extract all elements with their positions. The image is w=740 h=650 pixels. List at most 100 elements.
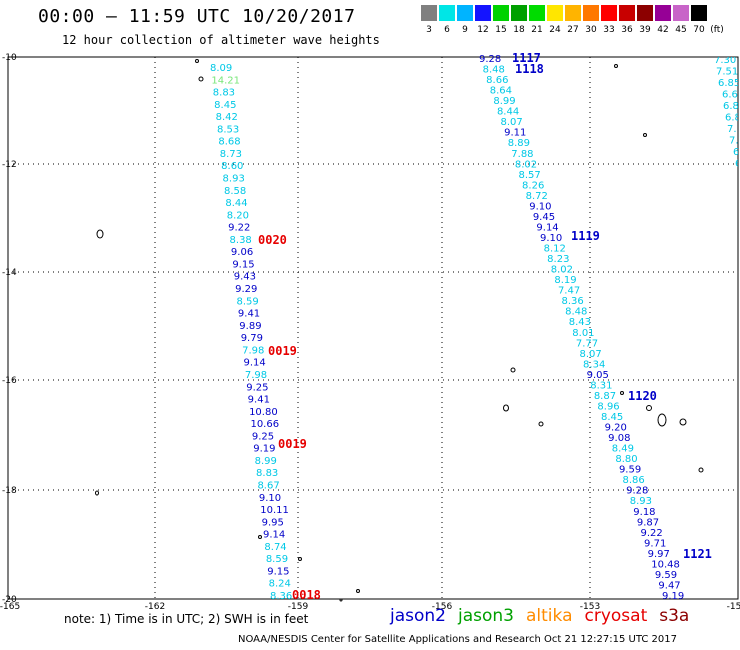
east-track-value: 8.12 xyxy=(544,244,566,255)
west-track-value: 8.44 xyxy=(225,198,247,209)
island-outline xyxy=(96,229,104,239)
pass-time-label: 1117 xyxy=(512,51,541,65)
satellite-name: s3a xyxy=(659,606,690,626)
pass-time-label: 0018 xyxy=(292,588,321,602)
east-track-value: 8.66 xyxy=(486,75,508,86)
west-track-value: 8.99 xyxy=(255,456,277,467)
legend-swatch xyxy=(529,5,545,21)
west-track-value: 8.45 xyxy=(214,100,236,111)
pass-time-label: 1119 xyxy=(571,229,600,243)
west-track-value: 10.80 xyxy=(249,407,278,418)
pass-time-label: 1118 xyxy=(515,62,544,76)
west-track-value: 8.20 xyxy=(227,210,249,221)
legend-label: 3 xyxy=(426,25,432,35)
credit-line: NOAA/NESDIS Center for Satellite Applica… xyxy=(238,634,677,645)
east-track-value: 8.87 xyxy=(594,391,616,402)
legend-swatch xyxy=(691,5,707,21)
east-track-value: 8.80 xyxy=(615,454,637,465)
edge-track-value: 7. xyxy=(729,136,739,147)
east-track-value: 8.93 xyxy=(630,496,652,507)
lon-tick-label: -162 xyxy=(145,602,165,612)
west-track-value: 8.68 xyxy=(218,137,240,148)
east-track-value: 9.47 xyxy=(658,580,680,591)
west-track-value: 8.74 xyxy=(264,542,286,553)
island-outline xyxy=(198,76,204,82)
lat-tick-label: -14 xyxy=(2,268,17,278)
east-track-value: 9.20 xyxy=(605,423,627,434)
island-outline xyxy=(657,413,667,427)
legend-swatch xyxy=(511,5,527,21)
west-track-value: 9.41 xyxy=(238,309,260,320)
west-track-value: 8.58 xyxy=(224,186,246,197)
lat-tick-label: -10 xyxy=(2,53,17,63)
satellite-name: jason3 xyxy=(458,606,514,626)
west-track-value: 8.38 xyxy=(230,235,252,246)
legend-swatch xyxy=(421,5,437,21)
legend-swatch xyxy=(673,5,689,21)
east-track-value: 8.72 xyxy=(526,191,548,202)
map-title: 00:00 – 11:59 UTC 10/20/2017 xyxy=(38,6,356,27)
pass-time-label: 1121 xyxy=(683,547,712,561)
west-track-value: 8.24 xyxy=(269,579,291,590)
east-track-value: 9.05 xyxy=(587,370,609,381)
east-track-value: 7.88 xyxy=(511,149,533,160)
lat-tick-label: -18 xyxy=(2,486,17,496)
east-track-value: 9.28 xyxy=(626,486,648,497)
west-track-value: 9.22 xyxy=(228,223,250,234)
legend-label: 6 xyxy=(444,25,450,35)
east-track-value: 8.43 xyxy=(569,317,591,328)
east-track-value: 9.28 xyxy=(479,54,501,65)
legend-label: 39 xyxy=(639,25,651,35)
west-track-value: 8.42 xyxy=(216,112,238,123)
east-track-value: 8.96 xyxy=(597,401,619,412)
legend-swatch xyxy=(619,5,635,21)
island-outline xyxy=(679,418,687,426)
map-subtitle: 12 hour collection of altimeter wave hei… xyxy=(62,33,380,47)
west-track-value: 9.19 xyxy=(253,444,275,455)
island-outline xyxy=(614,64,618,68)
island-outline xyxy=(698,467,704,473)
edge-track-value: 6.85 xyxy=(718,78,740,89)
lon-tick-label: -165 xyxy=(0,602,20,612)
east-track-value: 9.08 xyxy=(608,433,630,444)
lon-tick-label: -153 xyxy=(580,602,600,612)
west-track-value: 9.89 xyxy=(239,321,261,332)
east-track-value: 9.18 xyxy=(633,507,655,518)
east-track-value: 8.23 xyxy=(547,254,569,265)
west-track-value: 9.10 xyxy=(259,493,281,504)
legend-unit: (ft) xyxy=(710,25,724,35)
west-track-value: 10.66 xyxy=(250,419,279,430)
east-track-value: 9.97 xyxy=(648,549,670,560)
island-outline xyxy=(620,391,624,395)
legend-swatch xyxy=(655,5,671,21)
east-track-value: 8.07 xyxy=(579,349,601,360)
lon-tick-label: -159 xyxy=(288,602,309,612)
legend-label: 24 xyxy=(549,25,561,35)
east-track-value: 9.14 xyxy=(536,222,558,233)
legend-label: 15 xyxy=(495,25,507,35)
west-track-value: 9.43 xyxy=(234,272,256,283)
pass-time-label: 0019 xyxy=(278,437,307,451)
west-track-value: 8.36 xyxy=(270,591,292,602)
legend-swatch xyxy=(493,5,509,21)
west-track-value: 8.59 xyxy=(237,296,259,307)
west-track-value: 8.09 xyxy=(210,63,232,74)
east-track-value: 9.59 xyxy=(619,465,641,476)
east-track-value: 8.36 xyxy=(562,296,584,307)
legend-swatch xyxy=(457,5,473,21)
lat-tick-label: -16 xyxy=(2,376,17,386)
west-track-value: 9.15 xyxy=(267,566,289,577)
edge-track-value: 6.8 xyxy=(725,113,740,124)
west-track-value: 14.21 xyxy=(211,75,240,86)
legend-label: 70 xyxy=(693,25,705,35)
legend-swatch xyxy=(637,5,653,21)
east-track-value: 8.89 xyxy=(508,138,530,149)
west-track-value: 9.14 xyxy=(263,530,285,541)
east-track-value: 9.45 xyxy=(533,212,555,223)
east-track-value: 8.44 xyxy=(497,107,519,118)
east-track-value: 8.31 xyxy=(590,380,612,391)
edge-track-value: 7. xyxy=(727,124,737,135)
island-outline xyxy=(646,405,652,411)
